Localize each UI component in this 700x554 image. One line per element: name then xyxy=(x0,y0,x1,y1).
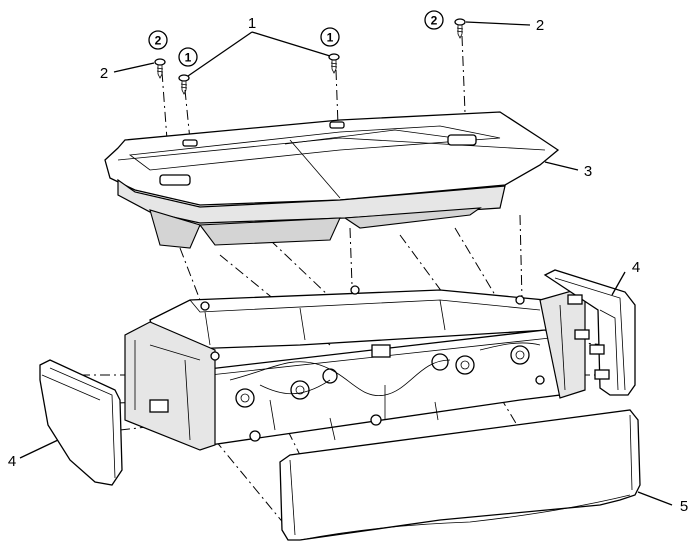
callout-2-right: 2 xyxy=(536,17,544,34)
callout-4-right: 4 xyxy=(632,259,640,276)
svg-text:2: 2 xyxy=(431,14,438,28)
circled-callouts: 2 1 1 2 xyxy=(148,10,444,67)
leader-lines xyxy=(19,21,673,506)
screw-2-left xyxy=(154,58,166,79)
number-callouts: 1 2 2 3 4 4 5 xyxy=(8,15,688,515)
callout-4-left: 4 xyxy=(8,453,16,470)
callout-2-left: 2 xyxy=(100,65,108,82)
svg-text:1: 1 xyxy=(327,31,334,45)
screw-2-right xyxy=(454,18,466,39)
top-cover xyxy=(104,111,560,249)
gauge-openings xyxy=(235,345,530,408)
screw-1-left xyxy=(178,74,190,95)
circled-callout-1-right: 1 xyxy=(320,27,340,47)
right-end-cap xyxy=(543,269,636,396)
circled-callout-1-left: 1 xyxy=(178,47,198,67)
svg-text:2: 2 xyxy=(155,34,162,48)
callout-1: 1 xyxy=(248,15,256,32)
screw-1-right xyxy=(328,53,340,74)
front-lens xyxy=(279,409,641,541)
cluster-housing xyxy=(124,285,586,451)
circled-callout-2-right: 2 xyxy=(424,10,444,30)
svg-text:1: 1 xyxy=(185,51,192,65)
left-end-cap xyxy=(39,359,123,486)
screws xyxy=(154,18,466,95)
circled-callout-2-left: 2 xyxy=(148,30,168,50)
callout-3: 3 xyxy=(584,163,592,180)
callout-5: 5 xyxy=(680,498,688,515)
